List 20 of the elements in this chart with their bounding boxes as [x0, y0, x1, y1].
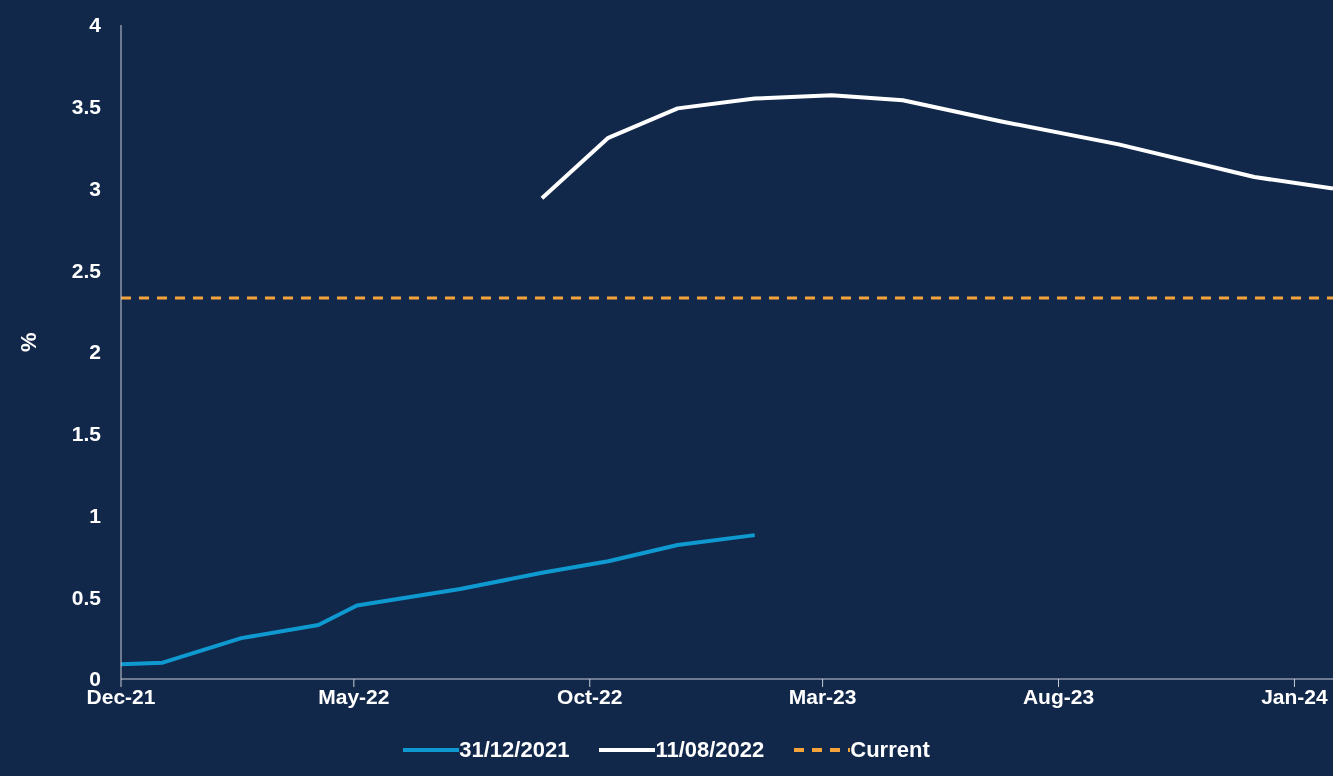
y-tick-label: 2: [89, 340, 101, 364]
y-tick-label: 0: [89, 667, 101, 691]
x-tick-label: Mar-23: [788, 684, 857, 708]
legend-label: 11/08/2022: [655, 737, 765, 763]
line-series: [539, 93, 1333, 201]
y-tick-label: 3: [89, 176, 101, 200]
y-axis-title: %: [15, 332, 41, 352]
x-tick-label: Oct-22: [557, 684, 623, 708]
line-series: [121, 533, 757, 667]
x-tick-label: May-22: [318, 684, 390, 708]
y-tick-label: 1.5: [71, 422, 102, 446]
y-tick-label: 3.5: [71, 95, 102, 119]
y-tick-label: 1: [89, 503, 102, 527]
x-tick-label: Jan-24: [1261, 684, 1329, 708]
y-tick-label: 0.5: [71, 585, 102, 609]
y-tick-label: 4: [89, 13, 102, 37]
y-tick-label: 2.5: [71, 258, 102, 282]
legend-label: 31/12/2021: [459, 737, 570, 763]
legend-label: Current: [850, 737, 930, 763]
x-tick-label: Aug-23: [1022, 684, 1095, 708]
